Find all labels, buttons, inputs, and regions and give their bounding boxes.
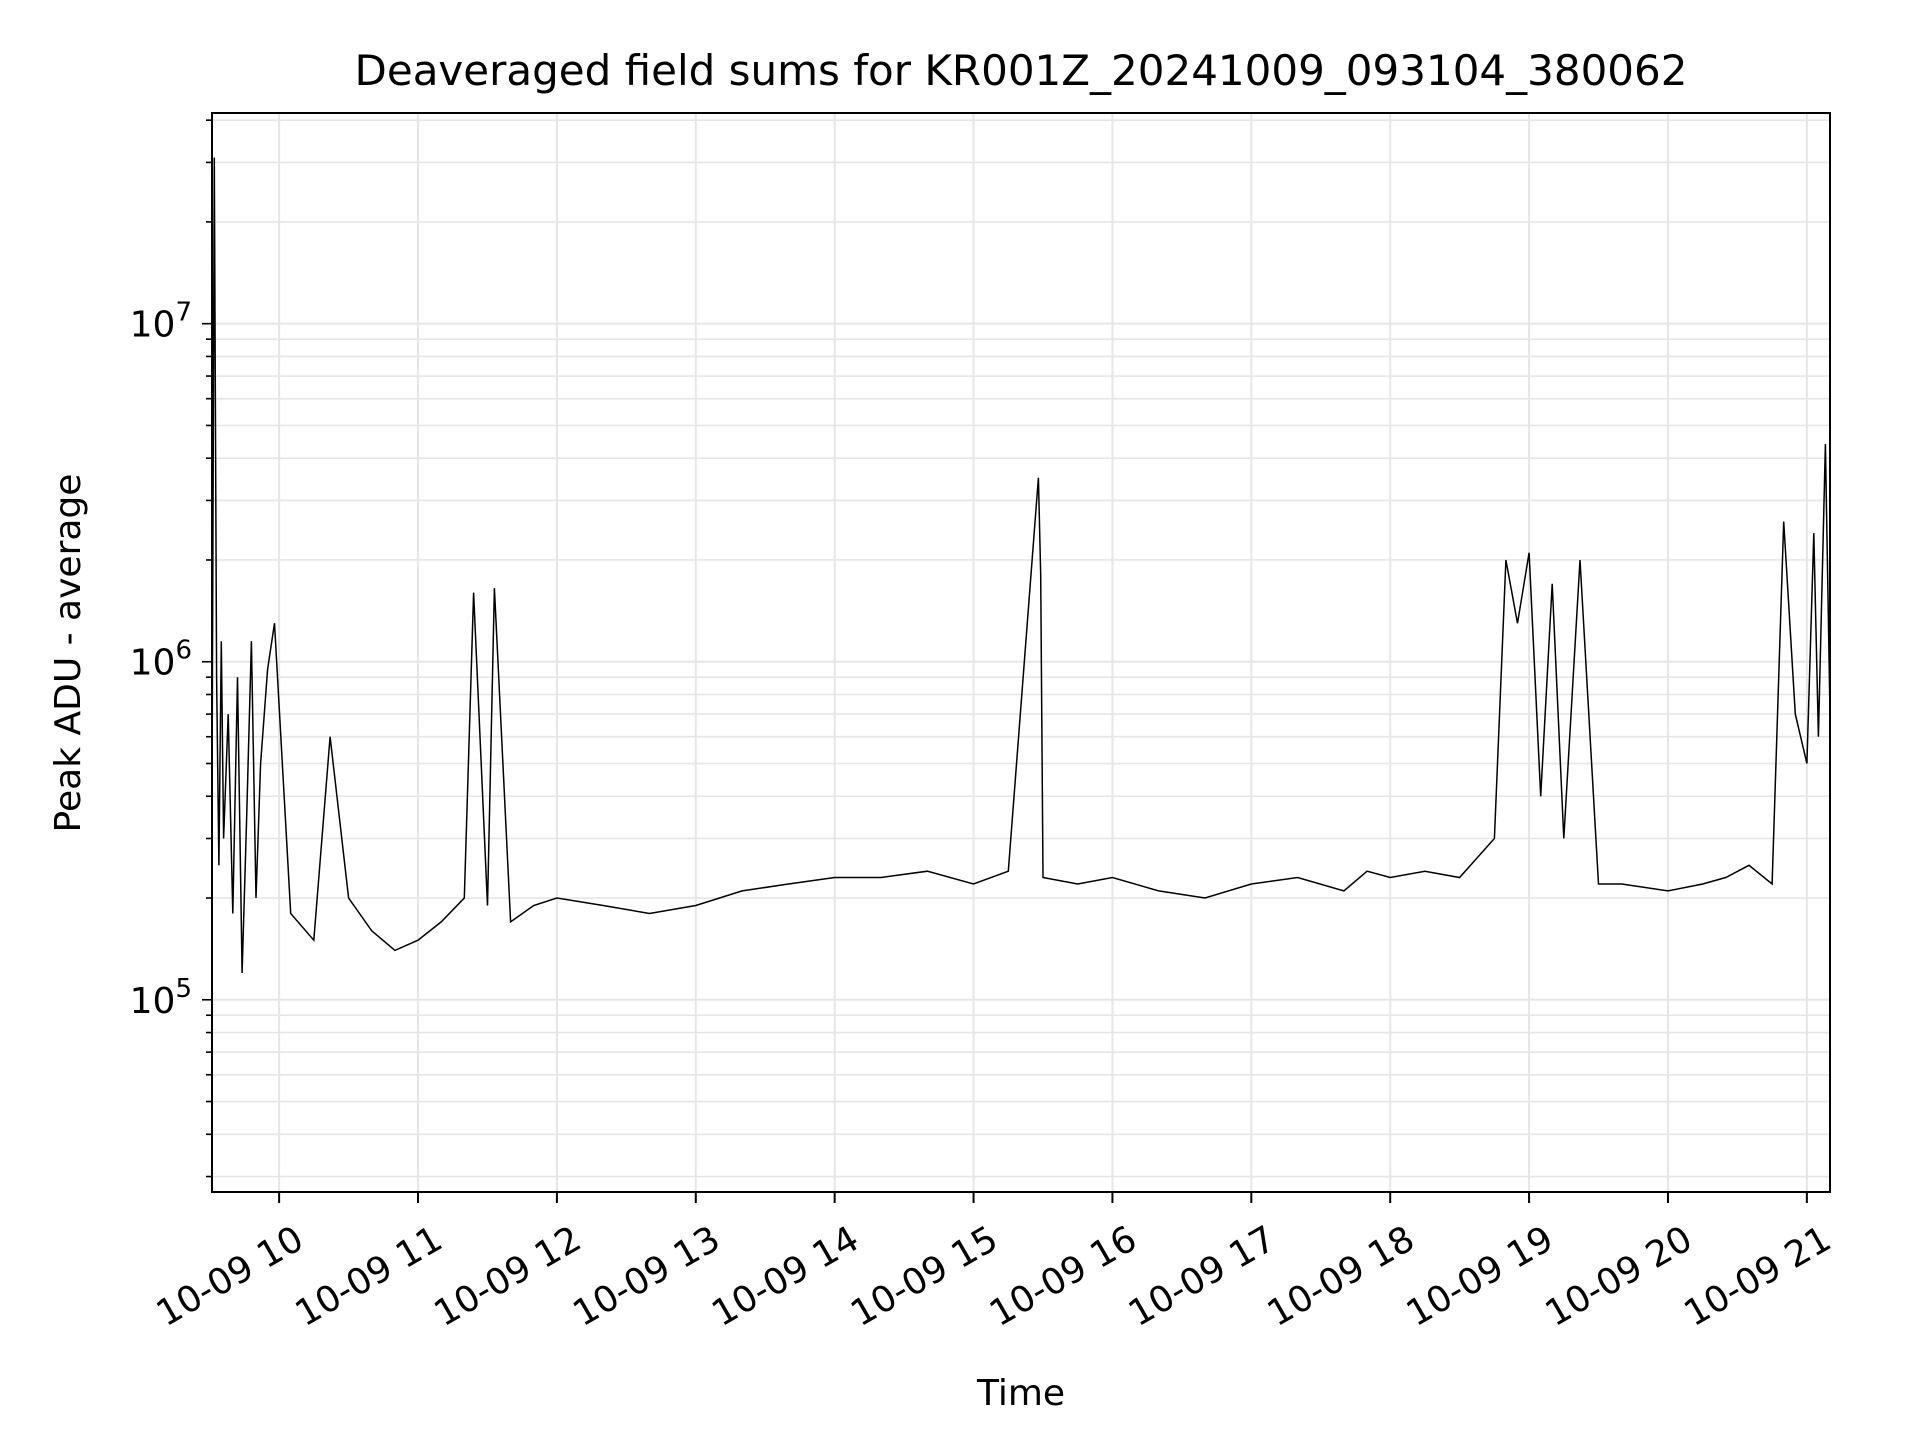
y-tick-label: 105	[130, 974, 192, 1022]
series-line	[211, 157, 1831, 974]
y-tick-label: 107	[130, 298, 192, 346]
y-axis-label: Peak ADU - average	[48, 474, 89, 833]
x-axis-label: Time	[976, 1373, 1065, 1414]
chart-title: Deaveraged field sums for KR001Z_2024100…	[355, 46, 1688, 95]
y-axis: 105 106 107	[130, 119, 212, 1178]
series-layer	[211, 157, 1831, 974]
plot-frame	[211, 112, 1831, 1193]
grid	[212, 113, 1830, 1192]
y-tick-label: 106	[130, 636, 192, 684]
